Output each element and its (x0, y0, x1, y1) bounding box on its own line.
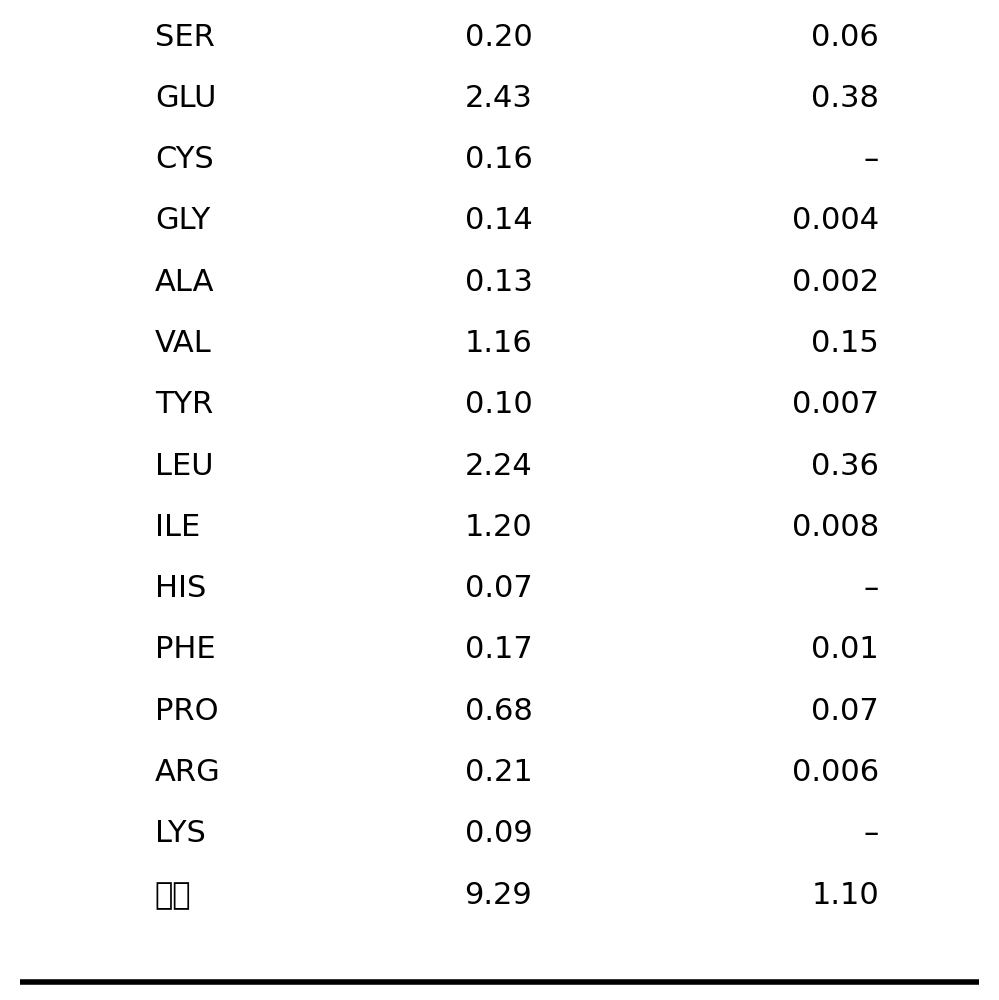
Text: 0.10: 0.10 (465, 390, 532, 419)
Text: 0.008: 0.008 (792, 513, 879, 542)
Text: PRO: PRO (155, 697, 219, 726)
Text: 0.06: 0.06 (811, 22, 879, 51)
Text: PHE: PHE (155, 636, 216, 664)
Text: TYR: TYR (155, 390, 213, 419)
Text: 0.09: 0.09 (465, 819, 532, 848)
Text: VAL: VAL (155, 329, 212, 358)
Text: 0.17: 0.17 (465, 636, 532, 664)
Text: ALA: ALA (155, 268, 215, 297)
Text: 0.68: 0.68 (465, 697, 532, 726)
Text: 0.36: 0.36 (811, 452, 879, 481)
Text: 0.01: 0.01 (811, 636, 879, 664)
Text: 0.16: 0.16 (465, 145, 532, 174)
Text: –: – (864, 145, 879, 174)
Text: 0.13: 0.13 (465, 268, 532, 297)
Text: 1.20: 1.20 (465, 513, 532, 542)
Text: 0.007: 0.007 (792, 390, 879, 419)
Text: SER: SER (155, 22, 215, 51)
Text: 合计: 合计 (155, 881, 192, 910)
Text: CYS: CYS (155, 145, 214, 174)
Text: 1.16: 1.16 (465, 329, 532, 358)
Text: GLY: GLY (155, 206, 210, 235)
Text: 1.10: 1.10 (811, 881, 879, 910)
Text: LEU: LEU (155, 452, 214, 481)
Text: ARG: ARG (155, 758, 221, 787)
Text: 2.24: 2.24 (465, 452, 532, 481)
Text: 0.20: 0.20 (465, 22, 532, 51)
Text: 2.43: 2.43 (465, 84, 532, 113)
Text: –: – (864, 574, 879, 603)
Text: HIS: HIS (155, 574, 206, 603)
Text: 0.15: 0.15 (811, 329, 879, 358)
Text: 0.21: 0.21 (465, 758, 532, 787)
Text: 0.006: 0.006 (792, 758, 879, 787)
Text: LYS: LYS (155, 819, 206, 848)
Text: 0.07: 0.07 (465, 574, 532, 603)
Text: 0.07: 0.07 (811, 697, 879, 726)
Text: –: – (864, 819, 879, 848)
Text: GLU: GLU (155, 84, 216, 113)
Text: 0.38: 0.38 (811, 84, 879, 113)
Text: 9.29: 9.29 (465, 881, 532, 910)
Text: 0.004: 0.004 (792, 206, 879, 235)
Text: 0.14: 0.14 (465, 206, 532, 235)
Text: ILE: ILE (155, 513, 200, 542)
Text: 0.002: 0.002 (792, 268, 879, 297)
